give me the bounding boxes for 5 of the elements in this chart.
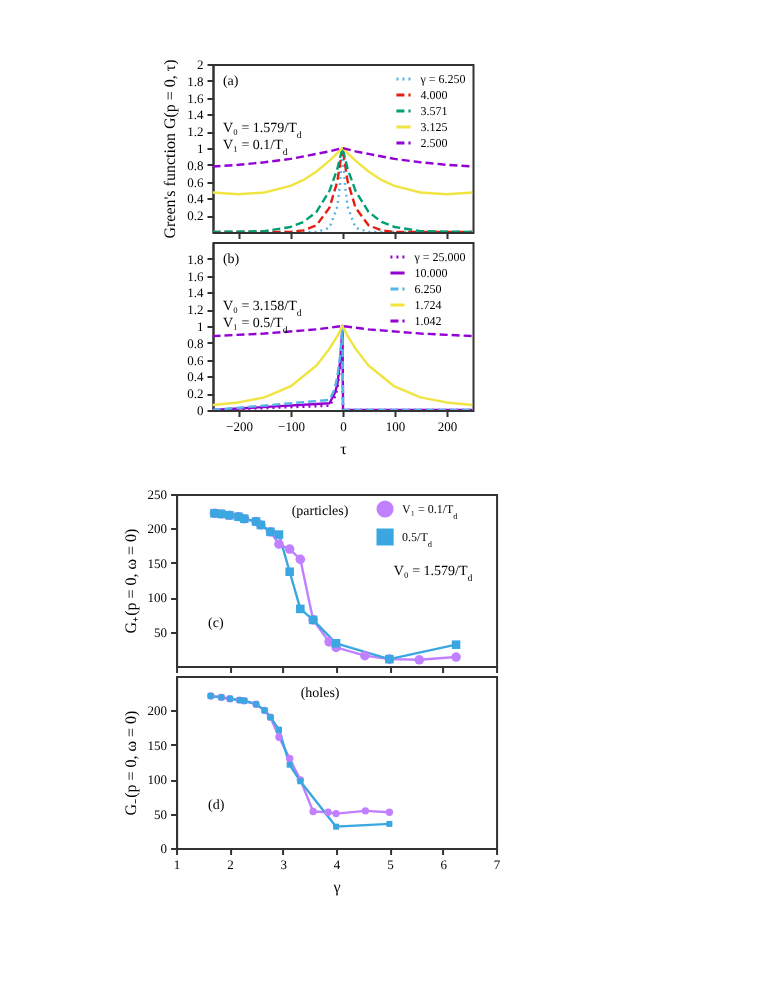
y-axis-title: Green's function G(p = 0, τ) <box>161 58 180 239</box>
x-axis-title: τ <box>340 440 349 458</box>
y-axis-title: G₊(p = 0, ω = 0) <box>121 527 140 634</box>
y-axis-title: G₋(p = 0, ω = 0) <box>121 709 140 816</box>
x-axis-title: γ <box>331 878 342 896</box>
